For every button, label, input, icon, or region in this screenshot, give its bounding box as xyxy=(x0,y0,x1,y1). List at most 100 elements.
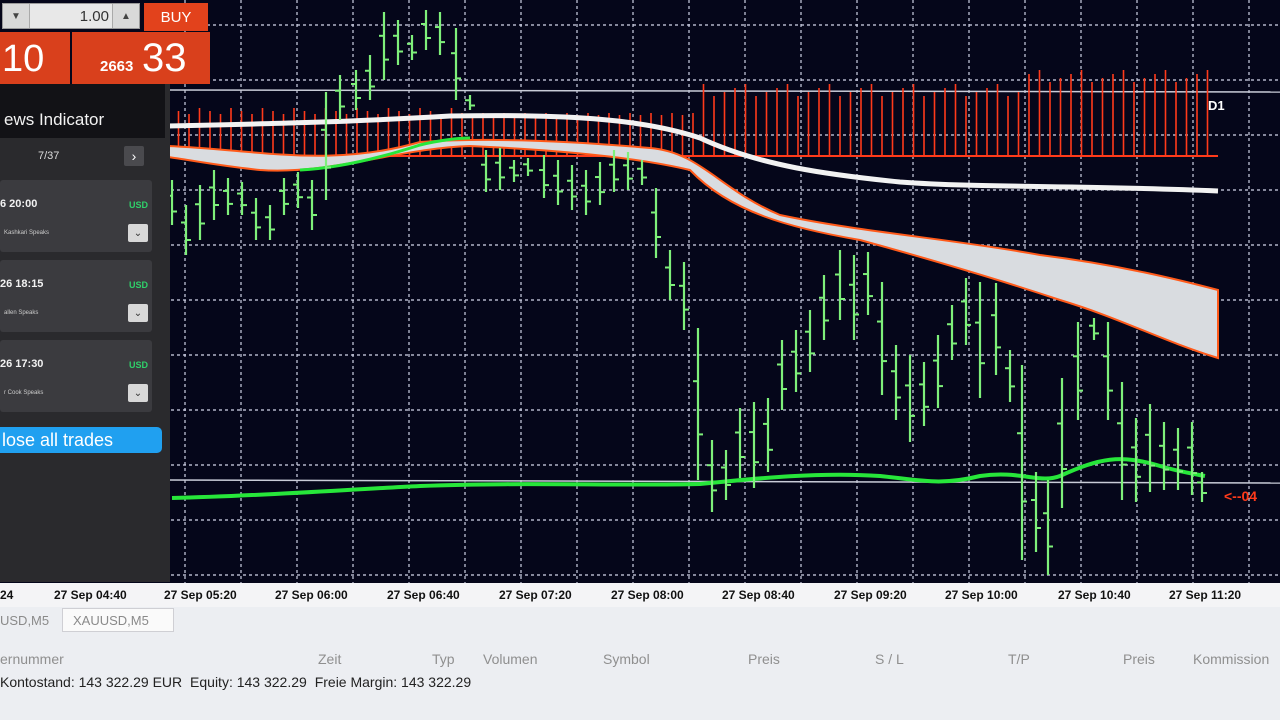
column-header[interactable]: S / L xyxy=(875,651,904,667)
ohlc-bar xyxy=(279,178,289,215)
volume-value[interactable]: 1.00 xyxy=(79,7,109,25)
news-description: allen Speaks xyxy=(4,310,39,316)
time-tick-label: 24 xyxy=(0,588,14,602)
news-pager: 7/37 › xyxy=(0,142,160,170)
ohlc-bar xyxy=(1103,322,1113,420)
column-header[interactable]: Preis xyxy=(1123,651,1155,667)
ohlc-bar xyxy=(567,165,577,210)
news-item[interactable]: 26 17:30 USD r Cook Speaks ⌄ xyxy=(0,340,152,412)
ohlc-bar xyxy=(1057,378,1067,508)
news-page-counter: 7/37 xyxy=(38,150,60,162)
ohlc-bar xyxy=(947,305,957,360)
ohlc-bar xyxy=(365,55,375,100)
column-header[interactable]: Volumen xyxy=(483,651,538,667)
news-panel-header: ews Indicator xyxy=(0,84,165,138)
ohlc-bar xyxy=(919,362,929,426)
buy-price-tail: 33 xyxy=(142,36,187,80)
price-bars xyxy=(167,10,1207,575)
ohlc-bar xyxy=(435,12,445,55)
ohlc-bar xyxy=(351,70,361,110)
column-header[interactable]: Zeit xyxy=(318,651,342,667)
column-header[interactable]: Kommission xyxy=(1193,651,1270,667)
ohlc-bar xyxy=(891,345,901,420)
account-balance: Kontostand: 143 322.29 EUR xyxy=(0,674,183,690)
ohlc-bar xyxy=(975,282,985,398)
ohlc-bar xyxy=(1005,350,1015,402)
ohlc-bar xyxy=(495,148,505,190)
time-tick-label: 27 Sep 08:40 xyxy=(722,588,795,602)
ohlc-bar xyxy=(1173,428,1183,490)
ohlc-bar xyxy=(1031,472,1041,552)
ohlc-bar xyxy=(223,178,233,215)
ohlc-bar xyxy=(665,250,675,300)
ohlc-bar xyxy=(1117,382,1127,500)
ohlc-bar xyxy=(1089,318,1099,340)
chevron-down-icon[interactable]: ⌄ xyxy=(128,304,148,322)
chart-canvas[interactable] xyxy=(0,0,1280,590)
ohlc-bar xyxy=(595,162,605,205)
volume-decrease-icon[interactable]: ▼ xyxy=(3,4,30,28)
ohlc-bar xyxy=(523,158,533,176)
buy-price-button[interactable]: 2663 33 xyxy=(72,32,210,84)
ohlc-bar xyxy=(335,75,345,120)
ohlc-bar xyxy=(679,262,689,330)
ohlc-bar xyxy=(1187,422,1197,495)
grey-band-indicator xyxy=(167,139,1219,360)
price-chart[interactable]: D1 <--04 xyxy=(0,0,1280,590)
account-summary: Kontostand: 143 322.29 EUR Equity: 143 3… xyxy=(0,674,475,690)
current-price-marker: <--04 xyxy=(1224,488,1258,504)
band-shape xyxy=(167,139,1219,360)
news-item[interactable]: 26 18:15 USD allen Speaks ⌄ xyxy=(0,260,152,332)
ohlc-bar xyxy=(1043,480,1053,575)
timeframe-label: D1 xyxy=(1208,98,1225,113)
volume-stepper[interactable]: ▼ 1.00 ▲ xyxy=(2,3,140,29)
column-header[interactable]: Symbol xyxy=(603,651,650,667)
news-time: 6 20:00 xyxy=(0,198,38,210)
ohlc-bar xyxy=(421,10,431,50)
sell-price-tail: 10 xyxy=(2,38,45,80)
news-time: 26 18:15 xyxy=(0,278,44,290)
buy-button[interactable]: BUY xyxy=(144,3,208,31)
ohlc-bar xyxy=(481,150,491,192)
time-tick-label: 27 Sep 04:40 xyxy=(54,588,127,602)
ohlc-bar xyxy=(237,182,247,215)
ohlc-bar xyxy=(637,160,647,185)
next-page-button[interactable]: › xyxy=(124,146,144,166)
news-panel-title: ews Indicator xyxy=(4,110,105,129)
ohlc-bar xyxy=(609,150,619,192)
news-description: Kashkari Speaks xyxy=(4,230,50,236)
news-time: 26 17:30 xyxy=(0,358,44,370)
time-tick-label: 27 Sep 09:20 xyxy=(834,588,907,602)
red-histogram-indicator xyxy=(165,70,1218,157)
chart-tab[interactable]: USD,M5 xyxy=(0,612,50,628)
column-header[interactable]: T/P xyxy=(1008,651,1030,667)
news-currency: USD xyxy=(128,280,148,290)
ohlc-bar xyxy=(863,252,873,315)
column-header[interactable]: ernummer xyxy=(0,651,64,667)
sell-price-button[interactable]: 10 xyxy=(0,32,70,84)
ohlc-bar xyxy=(451,28,461,100)
ohlc-bar xyxy=(465,95,475,110)
close-all-trades-button[interactable]: lose all trades xyxy=(0,427,162,453)
ohlc-bar xyxy=(1197,472,1207,502)
ohlc-bar xyxy=(393,20,403,65)
ohlc-bar xyxy=(581,170,591,215)
ohlc-bar xyxy=(791,330,801,392)
chevron-down-icon[interactable]: ⌄ xyxy=(128,224,148,242)
column-header[interactable]: Typ xyxy=(432,651,455,667)
chart-tab-active[interactable]: XAUUSD,M5 xyxy=(62,608,174,632)
volume-increase-icon[interactable]: ▲ xyxy=(112,4,139,28)
news-currency: USD xyxy=(128,360,148,370)
ohlc-bar xyxy=(961,278,971,345)
account-equity: Equity: 143 322.29 xyxy=(190,674,307,690)
ohlc-bar xyxy=(749,402,759,488)
news-indicator-panel: ews Indicator 7/37 › 6 20:00 USD Kashkar… xyxy=(0,84,170,582)
time-tick-label: 27 Sep 11:20 xyxy=(1169,588,1242,602)
ohlc-bar xyxy=(539,155,549,198)
ohlc-bar xyxy=(933,335,943,408)
ohlc-bar xyxy=(293,172,303,208)
column-header[interactable]: Preis xyxy=(748,651,780,667)
chevron-down-icon[interactable]: ⌄ xyxy=(128,384,148,402)
ohlc-bar xyxy=(1073,322,1083,420)
news-item[interactable]: 6 20:00 USD Kashkari Speaks ⌄ xyxy=(0,180,152,252)
